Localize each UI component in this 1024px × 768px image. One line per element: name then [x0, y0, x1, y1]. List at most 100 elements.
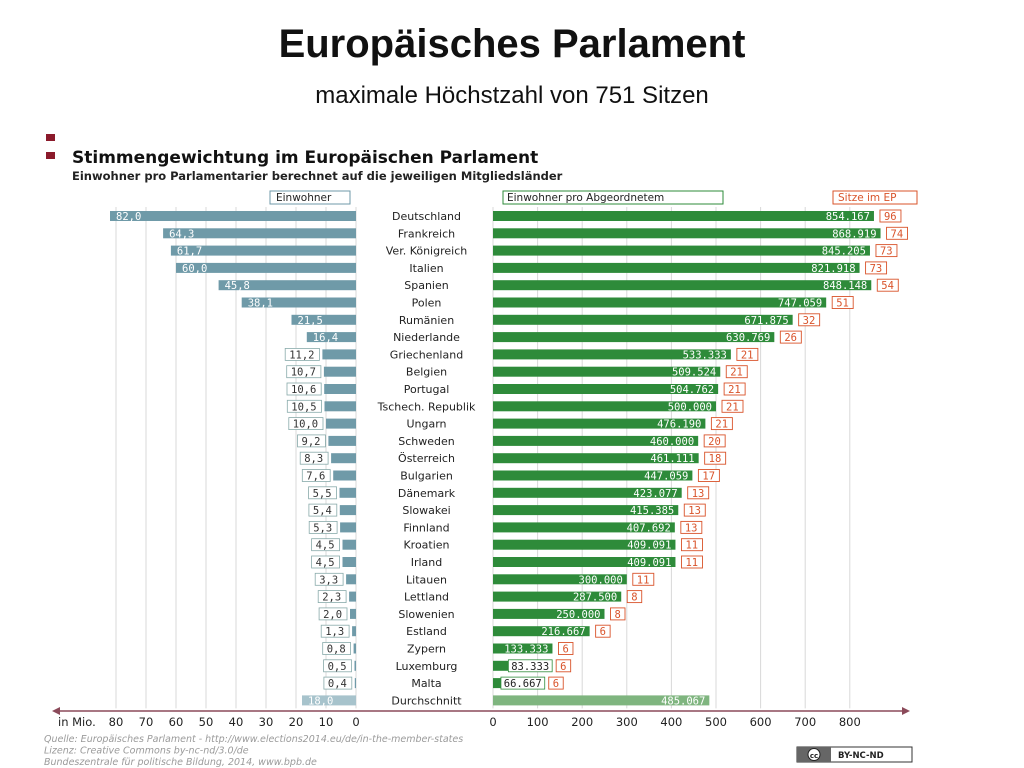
per-seat-bar [493, 297, 827, 308]
seats-label: 21 [728, 384, 741, 396]
population-label: 5,5 [313, 488, 332, 500]
per-seat-label: 461.111 [650, 453, 694, 465]
per-seat-bar [493, 574, 627, 585]
per-seat-label: 409.091 [627, 557, 671, 569]
per-seat-bar [493, 349, 731, 360]
per-seat-label: 504.762 [670, 384, 714, 396]
country-label: Ver. Königreich [386, 245, 468, 258]
per-seat-bar [493, 539, 676, 550]
per-seat-label: 821.918 [811, 263, 855, 275]
country-row: 11,2 Griechenland 533.333 21 [284, 347, 759, 361]
per-seat-bar [493, 435, 699, 446]
marker-square [46, 134, 55, 141]
population-bar [163, 228, 356, 239]
country-row: 5,5 Dänemark 423.077 13 [308, 486, 710, 500]
per-seat-bar [493, 695, 710, 706]
seats-box [710, 417, 733, 431]
country-row: 5,3 Finnland 407.692 13 [308, 520, 703, 534]
country-label: Italien [409, 262, 443, 275]
population-bar [349, 591, 356, 602]
population-label-box [318, 607, 348, 621]
header-seats: Sitze im EP [838, 192, 896, 204]
population-label-box [311, 538, 340, 552]
seats-box [626, 590, 643, 604]
per-seat-bar [493, 418, 706, 429]
seats-box [723, 382, 746, 396]
left-axis-tick: 60 [169, 715, 184, 729]
seats-box [697, 469, 720, 482]
population-label: 5,4 [313, 505, 332, 517]
per-seat-bar [493, 522, 675, 533]
seats-label: 21 [741, 349, 754, 361]
left-axis-tick: 40 [229, 715, 244, 729]
population-label: 7,6 [306, 471, 325, 483]
per-seat-label: 460.000 [650, 436, 694, 448]
country-label: Irland [411, 556, 443, 569]
population-label: 45,8 [225, 280, 250, 292]
population-bar [306, 332, 356, 343]
seats-label: 32 [803, 315, 816, 327]
country-row: 4,5 Irland 409.091 11 [311, 555, 703, 569]
seats-label: 21 [715, 419, 728, 431]
population-bar [340, 522, 356, 533]
seats-box [681, 538, 703, 552]
per-seat-label: 476.190 [657, 419, 701, 431]
per-seat-label: 854.167 [826, 211, 870, 223]
population-label: 3,3 [319, 574, 338, 586]
population-label-box [286, 399, 322, 413]
seats-label: 73 [870, 263, 883, 275]
country-label: Schweden [398, 435, 455, 448]
per-seat-label: 447.059 [644, 471, 688, 483]
seats-label: 11 [685, 540, 698, 552]
population-label-box [308, 503, 338, 517]
section-marker-icon [46, 134, 55, 159]
left-axis-tick: 0 [352, 715, 359, 729]
population-label-box [308, 486, 337, 500]
population-label: 4,5 [316, 540, 335, 552]
population-label: 18,0 [308, 695, 333, 707]
header-per-seat: Einwohner pro Abgeordnetem [507, 192, 664, 204]
country-row: 9,2 Schweden 460.000 20 [297, 434, 726, 448]
country-label: Rumänien [399, 314, 454, 327]
country-label: Polen [412, 297, 442, 310]
seats-box [610, 607, 626, 621]
per-seat-bar [493, 262, 860, 273]
seats-box [875, 244, 898, 258]
country-label: Belgien [406, 366, 447, 379]
country-label: Niederlande [393, 331, 460, 344]
population-label-box [320, 624, 350, 638]
seats-label: 26 [784, 332, 797, 344]
population-bar [352, 626, 356, 637]
population-label-box [323, 676, 353, 690]
left-axis-unit: in Mio. [58, 715, 96, 729]
country-label: Zypern [407, 643, 446, 656]
right-axis-tick: 700 [794, 715, 816, 729]
population-bar [110, 211, 356, 221]
per-seat-bar [493, 453, 699, 464]
header-population: Einwohner [276, 192, 332, 204]
country-row: 64,3 Frankreich 868.919 74 [163, 226, 908, 240]
per-seat-label: 287.500 [573, 592, 617, 604]
country-row: 10,5 Tschech. Republik 500.000 21 [286, 399, 744, 413]
right-axis-tick: 800 [839, 715, 861, 729]
slide-title: Europäisches Parlament [278, 22, 746, 66]
seats-label: 8 [631, 592, 637, 604]
country-row: 3,3 Litauen 300.000 11 [314, 572, 655, 586]
country-label: Luxemburg [396, 660, 458, 673]
population-bar [354, 678, 356, 689]
population-label-box [288, 417, 324, 431]
chart-title: Stimmengewichtung im Europäischen Parlam… [72, 148, 538, 168]
population-bar [218, 280, 356, 291]
left-axis-tick: 70 [139, 715, 154, 729]
population-label: 60,0 [182, 263, 207, 275]
population-label: 10,0 [293, 419, 318, 431]
per-seat-label: 868.919 [832, 228, 876, 240]
country-label: Lettland [404, 591, 449, 604]
country-row: 45,8 Spanien 848.148 54 [218, 278, 899, 292]
source-line: Lizenz: Creative Commons by-nc-nd/3.0/de [44, 746, 249, 757]
population-bar [346, 574, 356, 585]
seats-label: 6 [562, 644, 568, 656]
population-label: 9,2 [302, 436, 321, 448]
population-bar [331, 453, 356, 464]
